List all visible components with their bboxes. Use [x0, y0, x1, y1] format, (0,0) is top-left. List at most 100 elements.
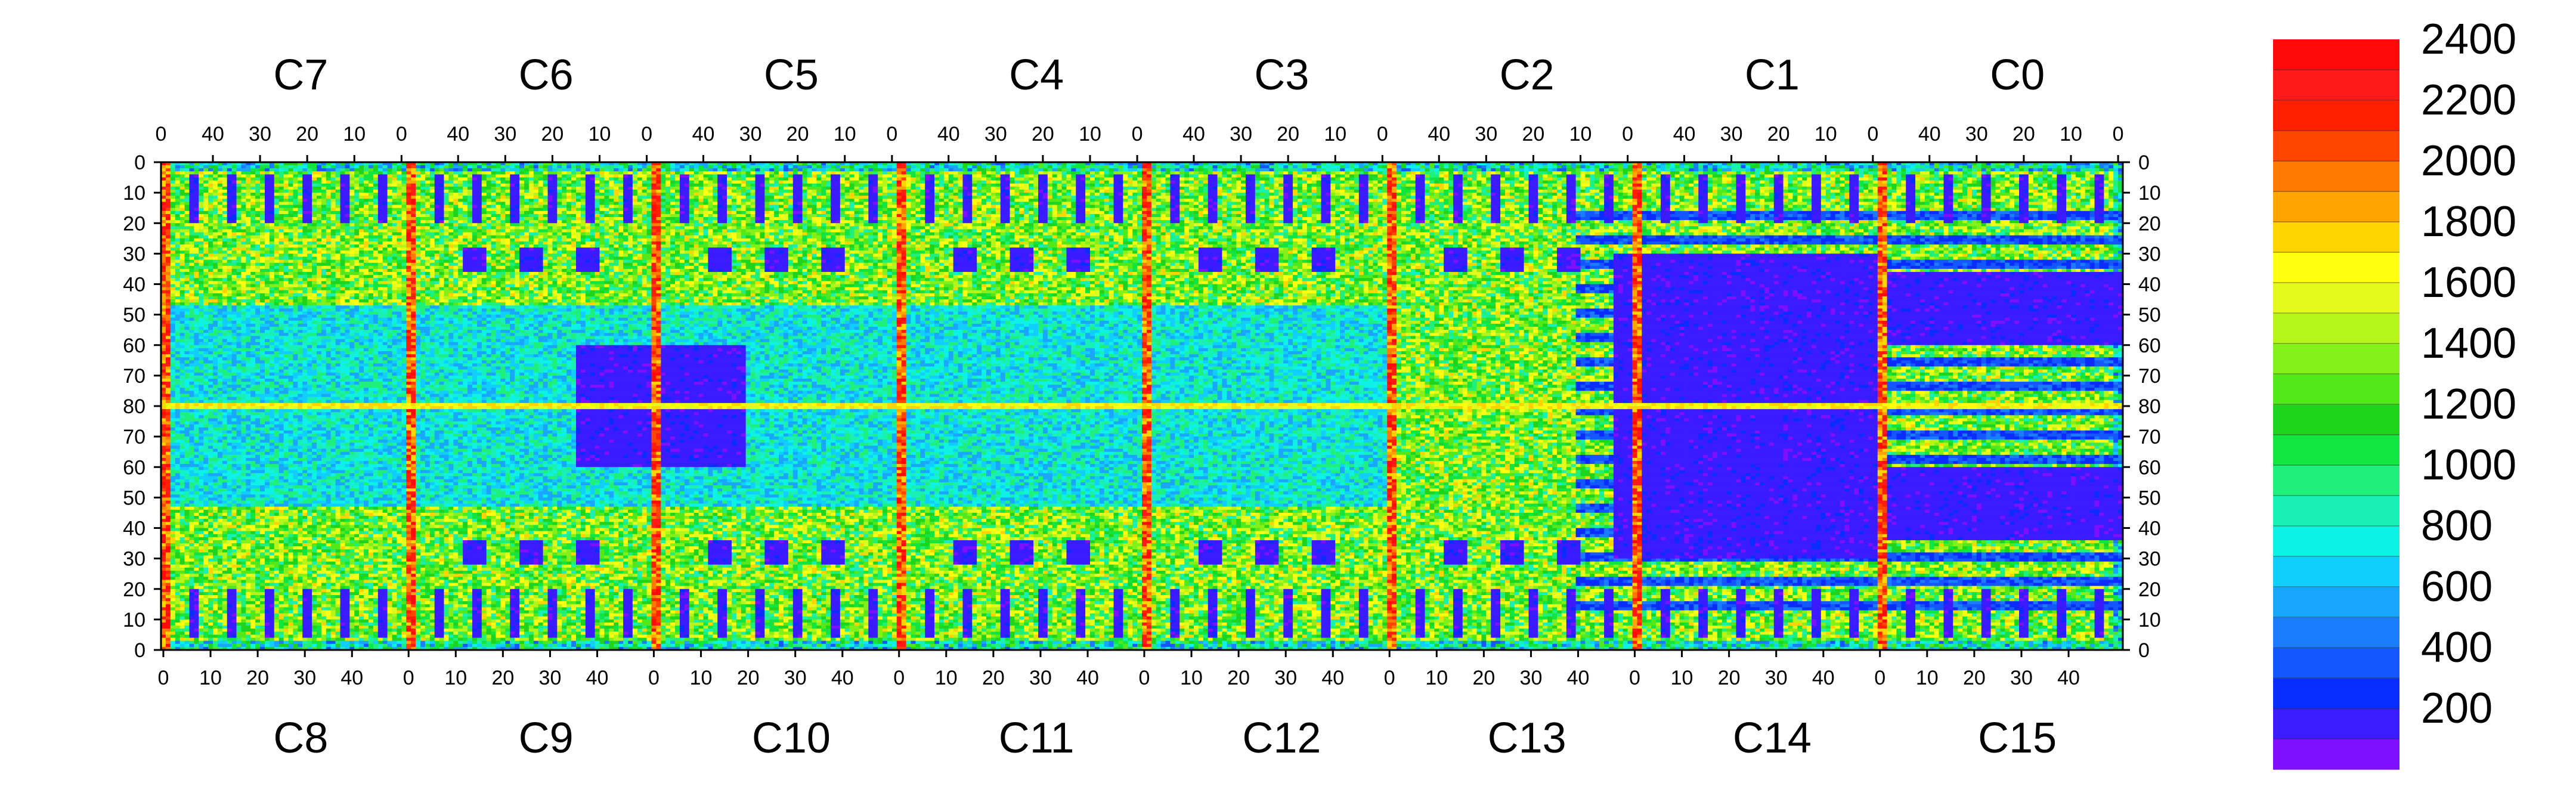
heatmap-cell [637, 171, 643, 175]
heatmap-cell [741, 171, 747, 175]
heatmap-cell [1429, 174, 1435, 178]
heatmap-cell [1250, 178, 1256, 181]
heatmap-cell [2113, 168, 2119, 172]
heatmap-cell [227, 174, 233, 178]
heatmap-cell [1265, 171, 1270, 175]
heatmap-cell [562, 178, 567, 181]
heatmap-cell [661, 168, 666, 172]
heatmap-cell [595, 168, 600, 172]
heatmap-cell [699, 171, 704, 175]
heatmap-cell [1943, 165, 1949, 169]
heatmap-cell [736, 171, 742, 175]
heatmap-cell [2047, 165, 2052, 169]
heatmap-cell [1109, 171, 1114, 175]
heatmap-cell [1029, 165, 1034, 169]
heatmap-cell [552, 178, 558, 181]
heatmap-cell [1151, 171, 1157, 175]
heatmap-cell [840, 168, 846, 172]
heatmap-cell [1095, 174, 1100, 178]
heatmap-cell [444, 178, 450, 181]
heatmap-cell [807, 178, 812, 181]
heatmap-cell [2005, 165, 2010, 169]
heatmap-cell [2033, 165, 2039, 169]
heatmap-cell [972, 174, 977, 178]
heatmap-cell [166, 171, 171, 175]
heatmap-cell [1208, 171, 1213, 175]
heatmap-cell [1477, 171, 1482, 175]
heatmap-cell [1481, 171, 1487, 175]
heatmap-cell [1080, 165, 1086, 169]
heatmap-cell [411, 171, 416, 175]
heatmap-cell [1651, 171, 1657, 175]
heatmap-cell [383, 171, 388, 175]
heatmap-cell [1745, 168, 1751, 172]
heatmap-cell [1529, 174, 1534, 178]
heatmap-cell [321, 165, 327, 169]
heatmap-cell [1312, 171, 1317, 175]
heatmap-cell [925, 171, 930, 175]
heatmap-cell [1302, 174, 1308, 178]
heatmap-cell [788, 165, 794, 169]
heatmap-cell [491, 168, 497, 172]
heatmap-cell [1019, 168, 1024, 172]
heatmap-cell [2014, 168, 2020, 172]
heatmap-cell [1231, 174, 1237, 178]
heatmap-cell [2095, 171, 2100, 175]
heatmap-cell [713, 178, 718, 181]
heatmap-cell [1693, 168, 1699, 172]
heatmap-cell [807, 174, 812, 178]
heatmap-cell [633, 165, 638, 169]
heatmap-cell [915, 178, 921, 181]
heatmap-cell [769, 178, 775, 181]
heatmap-cell [425, 171, 431, 175]
heatmap-cell [722, 174, 727, 178]
heatmap-cell [581, 174, 586, 178]
heatmap-cell [411, 178, 416, 181]
heatmap-cell [581, 178, 586, 181]
heatmap-cell [557, 171, 562, 175]
heatmap-cell [1453, 171, 1459, 175]
heatmap-cell [694, 171, 699, 175]
heatmap-cell [1948, 168, 1953, 172]
heatmap-cell [1962, 171, 1968, 175]
heatmap-cell [949, 174, 954, 178]
heatmap-cell [255, 168, 261, 172]
heatmap-cell [977, 171, 982, 175]
heatmap-cell [1434, 165, 1439, 169]
heatmap-cell [260, 168, 265, 172]
heatmap-cell [349, 168, 355, 172]
heatmap-cell [897, 168, 902, 172]
heatmap-cell [1741, 165, 1746, 169]
heatmap-cell [1463, 171, 1468, 175]
heatmap-cell [1014, 178, 1020, 181]
heatmap-cell [505, 165, 510, 169]
heatmap-cell [524, 165, 530, 169]
heatmap-cell [260, 171, 265, 175]
heatmap-cell [878, 174, 883, 178]
heatmap-cell [270, 165, 275, 169]
heatmap-cell [1788, 171, 1793, 175]
heatmap-cell [1590, 171, 1595, 175]
heatmap-cell [1330, 174, 1336, 178]
heatmap-cell [1760, 165, 1765, 169]
heatmap-cell [1604, 171, 1609, 175]
heatmap-cell [1524, 168, 1530, 172]
heatmap-cell [227, 171, 233, 175]
heatmap-cell [354, 171, 360, 175]
heatmap-cell [199, 168, 204, 172]
heatmap-cell [595, 174, 600, 178]
heatmap-cell [500, 165, 506, 169]
heatmap-cell [1891, 174, 1897, 178]
heatmap-cell [496, 174, 501, 178]
heatmap-cell [1930, 165, 1935, 169]
heatmap-cell [1500, 174, 1506, 178]
heatmap-cell [1118, 168, 1123, 172]
heatmap-cell [1618, 168, 1624, 172]
heatmap-cell [1986, 171, 1992, 175]
heatmap-cell [604, 168, 609, 172]
heatmap-cell [1166, 165, 1171, 169]
heatmap-cell [1029, 174, 1034, 178]
heatmap-cell [1448, 174, 1454, 178]
heatmap-cell [1693, 174, 1699, 178]
heatmap-cell [1491, 174, 1496, 178]
